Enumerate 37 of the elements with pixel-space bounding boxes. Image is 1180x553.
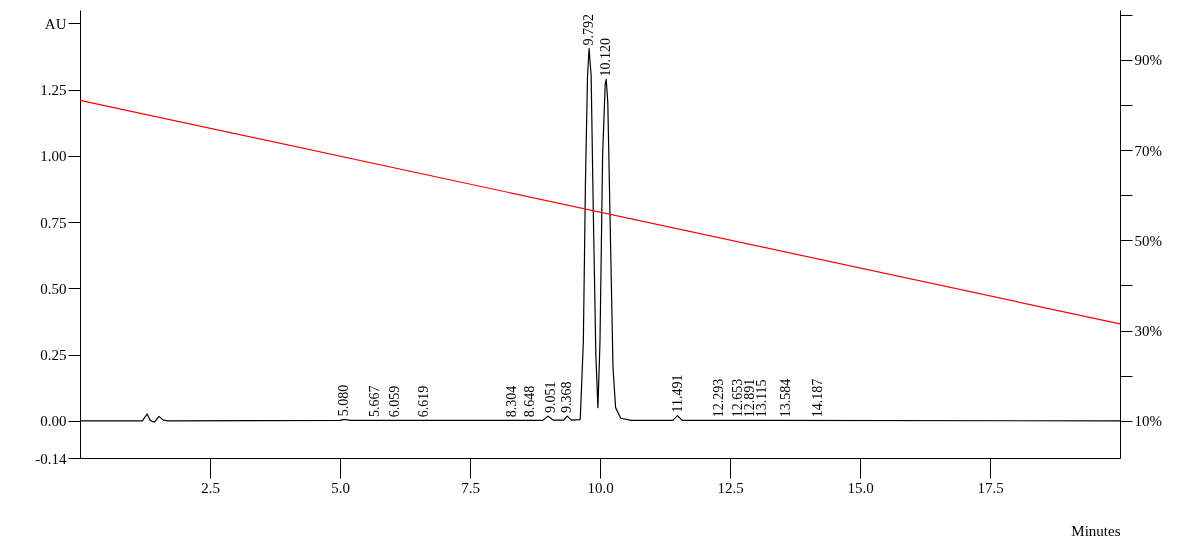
- annotation: 9.051: [542, 381, 558, 414]
- annotation: 6.619: [416, 385, 432, 418]
- y2-tick-label: 50%: [1134, 232, 1162, 249]
- annotation: 8.304: [503, 385, 519, 418]
- y-tick-label: AU: [44, 15, 67, 32]
- y-tick-label: 0.75: [40, 214, 67, 231]
- x-axis-title: Minutes: [1071, 522, 1121, 539]
- y2-tick-label: 70%: [1134, 142, 1162, 159]
- y-tick-label: -0.14: [35, 450, 67, 467]
- y2-tick-label: 10%: [1134, 413, 1162, 430]
- y-tick-label: 0.50: [40, 280, 67, 297]
- annotation: 13.115: [753, 379, 769, 418]
- annotation: 14.187: [809, 378, 825, 418]
- annotation: 9.792: [581, 13, 597, 46]
- annotation: 12.653: [729, 378, 745, 418]
- annotation: 12.293: [711, 378, 727, 418]
- x-tick-label: 17.5: [977, 479, 1004, 496]
- x-tick-label: 12.5: [717, 479, 744, 496]
- annotation: 8.648: [521, 385, 537, 418]
- annotation: 5.667: [366, 385, 382, 418]
- annotation: 13.584: [778, 378, 794, 418]
- annotation: 6.059: [387, 385, 403, 418]
- y-tick-label: 0.25: [40, 347, 67, 364]
- x-tick-label: 5.0: [331, 479, 350, 496]
- y-tick-label: 1.00: [40, 148, 67, 165]
- x-tick-label: 7.5: [461, 479, 480, 496]
- annotation: 5.080: [336, 384, 352, 417]
- x-tick-label: 10.0: [587, 479, 614, 496]
- annotation: 10.120: [598, 37, 614, 77]
- x-tick-label: 15.0: [847, 479, 874, 496]
- annotation: 9.368: [559, 381, 575, 414]
- annotation: 11.491: [669, 374, 685, 413]
- y2-tick-label: 90%: [1134, 52, 1162, 69]
- y-tick-label: 0.00: [40, 413, 67, 430]
- y-tick-label: 1.25: [40, 82, 67, 99]
- y2-tick-label: 30%: [1134, 323, 1162, 340]
- x-tick-label: 2.5: [201, 479, 220, 496]
